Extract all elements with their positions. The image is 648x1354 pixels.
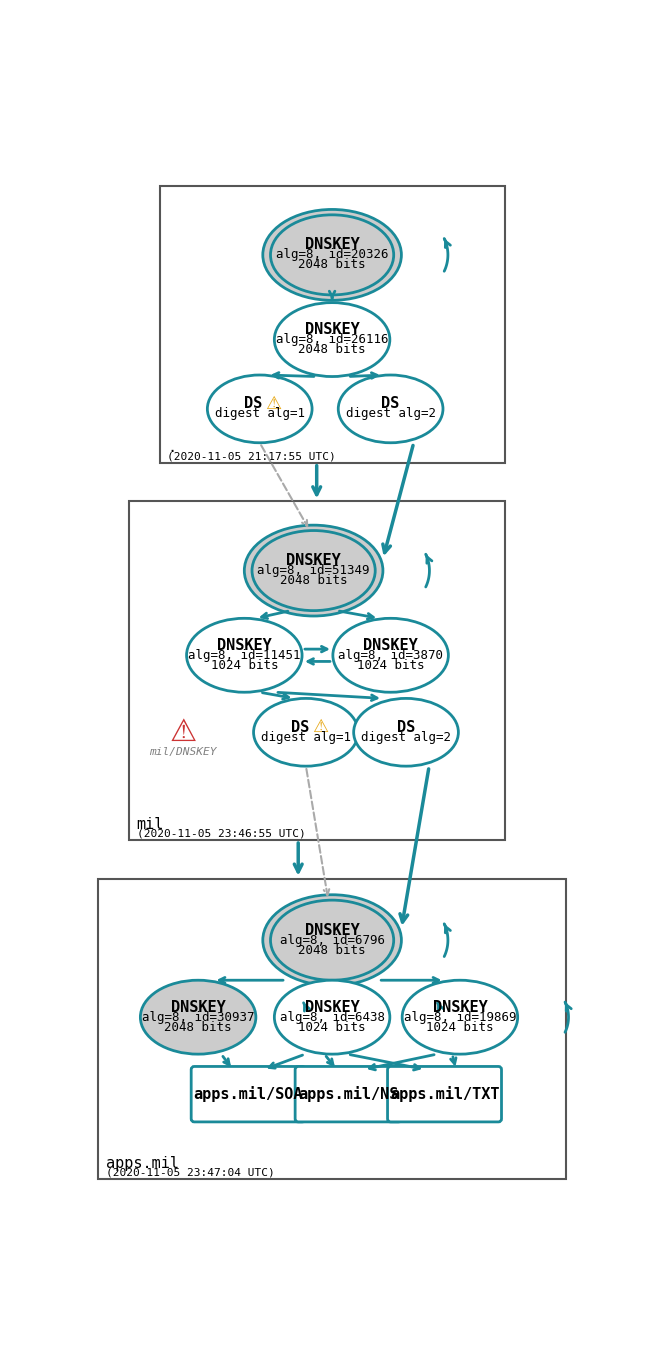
- Text: (2020-11-05 23:47:04 UTC): (2020-11-05 23:47:04 UTC): [106, 1167, 275, 1178]
- Ellipse shape: [333, 619, 448, 692]
- Text: apps.mil/SOA: apps.mil/SOA: [193, 1086, 303, 1102]
- Ellipse shape: [141, 980, 256, 1055]
- Ellipse shape: [207, 375, 312, 443]
- Text: DS: DS: [382, 397, 400, 412]
- Text: 2048 bits: 2048 bits: [298, 343, 366, 356]
- Text: 1024 bits: 1024 bits: [298, 1021, 366, 1033]
- Text: (2020-11-05 23:46:55 UTC): (2020-11-05 23:46:55 UTC): [137, 829, 305, 838]
- Text: DNSKEY: DNSKEY: [305, 237, 360, 252]
- Text: digest alg=1: digest alg=1: [261, 731, 351, 743]
- Ellipse shape: [187, 619, 302, 692]
- Text: alg=8, id=11451: alg=8, id=11451: [188, 649, 301, 662]
- Ellipse shape: [270, 215, 394, 295]
- Bar: [159, 185, 505, 463]
- Text: alg=8, id=3870: alg=8, id=3870: [338, 649, 443, 662]
- Text: ⚠: ⚠: [266, 395, 282, 413]
- Text: 2048 bits: 2048 bits: [165, 1021, 232, 1033]
- Ellipse shape: [252, 531, 375, 611]
- Ellipse shape: [338, 375, 443, 443]
- Text: mil: mil: [137, 816, 164, 831]
- Bar: [98, 879, 566, 1179]
- Text: alg=8, id=26116: alg=8, id=26116: [276, 333, 388, 347]
- Text: 2048 bits: 2048 bits: [298, 259, 366, 271]
- Text: DNSKEY: DNSKEY: [286, 552, 341, 569]
- Text: DNSKEY: DNSKEY: [305, 999, 360, 1014]
- Text: alg=8, id=51349: alg=8, id=51349: [257, 565, 370, 577]
- Text: apps.mil/TXT: apps.mil/TXT: [389, 1086, 499, 1102]
- Ellipse shape: [274, 303, 390, 376]
- Text: mil/DNSKEY: mil/DNSKEY: [149, 746, 216, 757]
- Text: ⚠: ⚠: [169, 718, 196, 747]
- Text: DS: DS: [397, 720, 415, 735]
- FancyBboxPatch shape: [191, 1067, 305, 1122]
- FancyBboxPatch shape: [388, 1067, 502, 1122]
- Text: DS: DS: [291, 720, 309, 735]
- Ellipse shape: [270, 900, 394, 980]
- Text: 2048 bits: 2048 bits: [298, 944, 366, 957]
- Text: (2020-11-05 21:17:55 UTC): (2020-11-05 21:17:55 UTC): [167, 451, 336, 462]
- Text: DNSKEY: DNSKEY: [305, 922, 360, 938]
- Text: DNSKEY: DNSKEY: [170, 999, 226, 1014]
- Text: apps.mil: apps.mil: [106, 1156, 179, 1171]
- Text: apps.mil/NS: apps.mil/NS: [298, 1086, 399, 1102]
- Ellipse shape: [274, 980, 390, 1055]
- Text: 1024 bits: 1024 bits: [211, 659, 278, 672]
- Bar: [129, 501, 505, 839]
- Text: DNSKEY: DNSKEY: [305, 322, 360, 337]
- Text: digest alg=1: digest alg=1: [214, 408, 305, 420]
- Text: 2048 bits: 2048 bits: [280, 574, 347, 588]
- Ellipse shape: [263, 895, 401, 986]
- Text: ⚠: ⚠: [312, 718, 328, 737]
- Text: digest alg=2: digest alg=2: [345, 408, 435, 420]
- Ellipse shape: [263, 210, 401, 301]
- Text: DNSKEY: DNSKEY: [217, 638, 272, 653]
- Text: alg=8, id=20326: alg=8, id=20326: [276, 248, 388, 261]
- Ellipse shape: [244, 525, 383, 616]
- Text: DNSKEY: DNSKEY: [364, 638, 418, 653]
- Text: 1024 bits: 1024 bits: [357, 659, 424, 672]
- FancyBboxPatch shape: [295, 1067, 401, 1122]
- Text: alg=8, id=6796: alg=8, id=6796: [279, 934, 385, 946]
- Text: DNSKEY: DNSKEY: [433, 999, 487, 1014]
- Text: 1024 bits: 1024 bits: [426, 1021, 494, 1033]
- Text: DS: DS: [244, 397, 262, 412]
- Text: .: .: [167, 440, 176, 455]
- Ellipse shape: [253, 699, 358, 766]
- Ellipse shape: [402, 980, 518, 1055]
- Text: alg=8, id=6438: alg=8, id=6438: [279, 1010, 385, 1024]
- Text: alg=8, id=30937: alg=8, id=30937: [142, 1010, 255, 1024]
- Text: alg=8, id=19869: alg=8, id=19869: [404, 1010, 516, 1024]
- Text: digest alg=2: digest alg=2: [361, 731, 451, 743]
- Ellipse shape: [354, 699, 458, 766]
